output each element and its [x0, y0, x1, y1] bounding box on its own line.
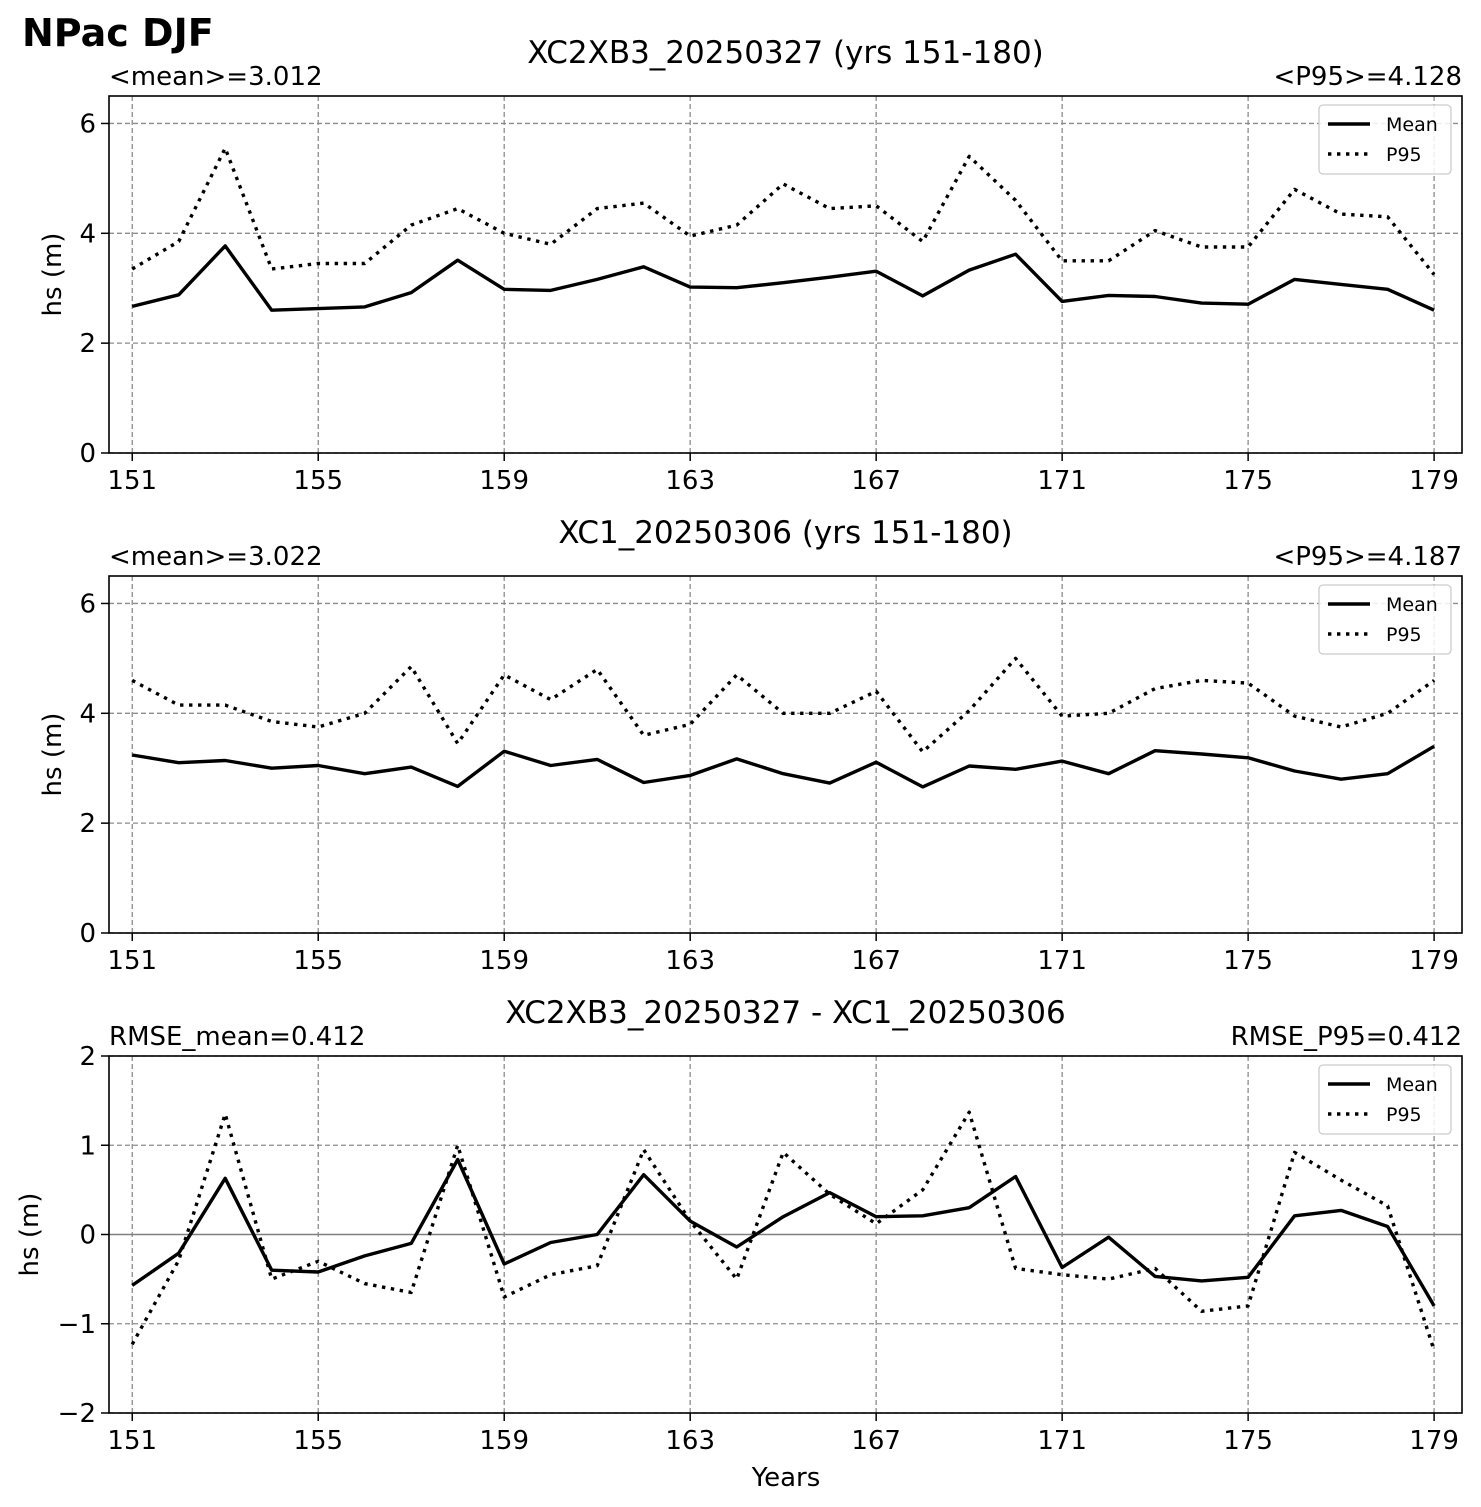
legend: Mean P95 [1318, 584, 1452, 655]
figure-suptitle: NPac DJF [22, 11, 214, 55]
panel-title: XC2XB3_20250327 (yrs 151-180) [527, 35, 1044, 71]
axes-frame [108, 1055, 1463, 1414]
y-axis-label: hs (m) [15, 1193, 45, 1277]
y-tick-label: −2 [58, 1399, 96, 1429]
x-tick-label: 159 [479, 466, 529, 496]
panel-2: XC1_20250306 (yrs 151-180) <mean>=3.022 <P… [38, 515, 1463, 976]
legend-box [1318, 104, 1452, 175]
x-tick-label: 151 [107, 946, 157, 976]
legend-label-p95: P95 [1386, 624, 1422, 646]
legend: Mean P95 [1318, 1064, 1452, 1135]
legend-box [1318, 584, 1452, 655]
right-annotation: <P95>=4.187 [1273, 542, 1462, 572]
legend-label-mean: Mean [1386, 114, 1438, 136]
panel-title: XC2XB3_20250327 - XC1_20250306 [505, 995, 1065, 1031]
series-line-p95 [131, 656, 1436, 754]
series-line-p95 [131, 146, 1436, 276]
y-tick-label: −1 [58, 1310, 96, 1340]
x-tick-label: 179 [1409, 466, 1459, 496]
x-tick-label: 155 [293, 946, 343, 976]
x-tick-label: 155 [293, 1426, 343, 1456]
x-tick-label: 179 [1409, 946, 1459, 976]
legend-label-p95: P95 [1386, 1104, 1422, 1126]
panels: XC2XB3_20250327 (yrs 151-180) <mean>=3.01… [15, 35, 1463, 1456]
x-tick-label: 159 [479, 946, 529, 976]
right-annotation: RMSE_P95=0.412 [1231, 1022, 1462, 1052]
y-tick-label: 0 [79, 1221, 96, 1251]
y-tick-label: 0 [79, 439, 96, 469]
x-tick-label: 163 [665, 1426, 715, 1456]
x-tick-label: 167 [851, 946, 901, 976]
y-tick-label: 4 [79, 219, 96, 249]
y-tick-label: 2 [79, 1042, 96, 1072]
y-tick-label: 2 [79, 329, 96, 359]
left-annotation: <mean>=3.012 [109, 62, 323, 92]
legend-box [1318, 1064, 1452, 1135]
axes-frame [108, 575, 1463, 934]
x-tick-label: 179 [1409, 1426, 1459, 1456]
x-tick-label: 171 [1037, 466, 1087, 496]
x-tick-label: 163 [665, 946, 715, 976]
grid [109, 576, 1462, 934]
left-annotation: RMSE_mean=0.412 [109, 1022, 365, 1052]
legend-label-mean: Mean [1386, 594, 1438, 616]
panel-3: XC2XB3_20250327 - XC1_20250306 RMSE_mean=… [15, 995, 1463, 1456]
y-axis-label: hs (m) [38, 233, 68, 317]
x-tick-label: 175 [1223, 946, 1273, 976]
x-tick-label: 159 [479, 1426, 529, 1456]
y-axis-label: hs (m) [38, 713, 68, 797]
axes-frame [108, 95, 1463, 454]
x-tick-label: 155 [293, 466, 343, 496]
panel-1: XC2XB3_20250327 (yrs 151-180) <mean>=3.01… [38, 35, 1463, 496]
y-tick-label: 6 [79, 589, 96, 619]
x-tick-label: 151 [107, 466, 157, 496]
x-tick-label: 175 [1223, 466, 1273, 496]
right-annotation: <P95>=4.128 [1273, 62, 1462, 92]
y-tick-label: 1 [79, 1131, 96, 1161]
x-tick-label: 167 [851, 1426, 901, 1456]
y-tick-label: 0 [79, 919, 96, 949]
x-tick-label: 171 [1037, 1426, 1087, 1456]
series-line-mean [131, 1157, 1436, 1307]
legend-label-mean: Mean [1386, 1074, 1438, 1096]
x-tick-label: 151 [107, 1426, 157, 1456]
x-tick-label: 163 [665, 466, 715, 496]
y-tick-label: 2 [79, 809, 96, 839]
y-tick-label: 4 [79, 699, 96, 729]
left-annotation: <mean>=3.022 [109, 542, 323, 572]
series-line-mean [131, 744, 1435, 789]
x-tick-label: 171 [1037, 946, 1087, 976]
y-tick-label: 6 [79, 109, 96, 139]
x-tick-label: 175 [1223, 1426, 1273, 1456]
legend: Mean P95 [1318, 104, 1452, 175]
series-line-mean [131, 244, 1435, 312]
grid [109, 96, 1462, 454]
legend-label-p95: P95 [1386, 144, 1422, 166]
series-line-p95 [130, 1110, 1436, 1352]
panel-title: XC1_20250306 (yrs 151-180) [558, 515, 1012, 551]
x-axis-label: Years [751, 1463, 821, 1493]
x-tick-label: 167 [851, 466, 901, 496]
